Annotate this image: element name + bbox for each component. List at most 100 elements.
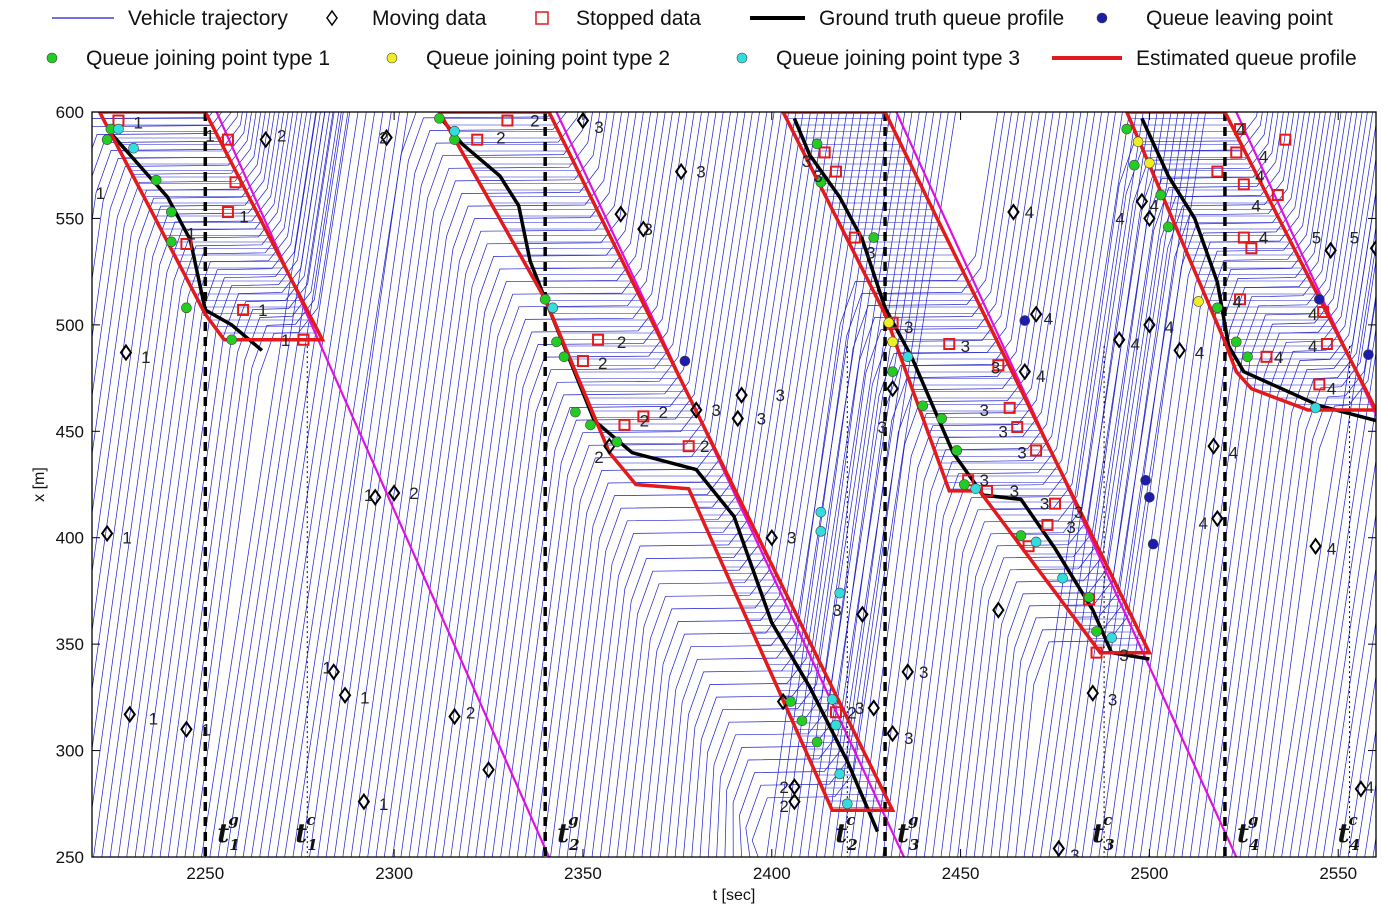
queue-joining-type3-point	[1310, 402, 1321, 414]
signal-time-mark: tc 1	[295, 811, 317, 854]
vehicle-trajectory	[92, 112, 262, 458]
vehicle-trajectory	[633, 112, 848, 857]
legend-circle-symbol	[46, 52, 58, 64]
time-mark-superscript: g	[228, 811, 239, 829]
vehicle-trajectory	[359, 112, 608, 857]
stopped-data-point	[1049, 497, 1061, 510]
queue-joining-type1-point	[611, 436, 623, 448]
signal-time-mark: tc 3	[1092, 811, 1114, 854]
vehicle-trajectory	[92, 112, 213, 119]
shockwave-line	[555, 112, 905, 857]
vehicle-trajectory	[0, 69, 7, 857]
stopped-data-point	[848, 231, 861, 244]
vehicle-trajectory	[184, 112, 344, 857]
cycle-label: 2	[658, 403, 667, 422]
cycle-label: 4	[1308, 305, 1317, 324]
moving-data-point	[180, 720, 193, 739]
cycle-label: 4	[1044, 309, 1053, 328]
moving-data-point	[1086, 684, 1099, 702]
shockwave-line	[215, 112, 550, 857]
vehicle-trajectory	[1048, 112, 1274, 857]
vehicle-trajectory	[832, 112, 1054, 857]
y-tick-label: 450	[56, 422, 84, 441]
cycle-label: 2	[779, 778, 788, 797]
vehicle-trajectory	[317, 112, 567, 857]
stopped-data-point	[1320, 338, 1333, 351]
vehicle-trajectory	[159, 112, 330, 857]
vehicle-trajectory	[1206, 112, 1373, 857]
queue-joining-type2-point	[887, 336, 898, 348]
cycle-label: 3	[979, 401, 988, 420]
vehicle-trajectory	[167, 112, 335, 857]
stopped-data-point	[1279, 133, 1292, 146]
vehicle-trajectory	[649, 112, 862, 857]
queue-joining-type1-point	[166, 236, 177, 248]
vehicle-trajectory	[907, 112, 1116, 857]
cycle-label: 3	[991, 358, 1000, 377]
vehicle-trajectory	[242, 112, 359, 857]
legend-label: Moving data	[372, 7, 487, 30]
moving-data-point	[1029, 305, 1043, 323]
signal-time-mark: tg 3	[897, 811, 919, 854]
y-tick-label: 500	[56, 316, 84, 335]
cycle-label: 2	[847, 703, 856, 722]
time-mark-subscript: 3	[909, 836, 919, 854]
vehicle-trajectory	[442, 112, 681, 857]
vehicle-trajectory	[1073, 112, 1290, 857]
vehicle-trajectory	[1272, 188, 1376, 857]
stopped-data-point	[471, 133, 484, 146]
moving-data-point	[1324, 241, 1337, 260]
estimated-queue-polygon	[437, 112, 896, 812]
vehicle-trajectory	[1331, 565, 1376, 857]
vehicle-trajectory	[1056, 112, 1279, 857]
vehicle-trajectory	[92, 112, 223, 127]
moving-data-point	[886, 724, 899, 743]
moving-data-point	[1309, 537, 1322, 555]
queue-joining-type3-point	[834, 768, 846, 780]
vehicle-trajectory	[683, 112, 891, 857]
stopped-data-point	[1234, 123, 1247, 136]
queue-joining-type3-point	[815, 506, 827, 518]
vehicle-trajectory	[1381, 69, 1388, 857]
vehicle-trajectory	[940, 112, 1144, 857]
vehicle-trajectory	[92, 112, 243, 224]
vehicle-trajectory	[0, 69, 16, 857]
vehicle-trajectory	[799, 112, 1026, 857]
stopped-data-point	[1237, 178, 1250, 191]
signal-time-mark: tg 4	[1237, 811, 1259, 854]
legend: Vehicle trajectory Moving data Stopped dat…	[46, 7, 1357, 70]
estimated-queue-polygon	[97, 112, 326, 342]
vehicle-trajectory	[334, 112, 586, 857]
vehicle-trajectory	[1239, 224, 1376, 857]
legend-label: Queue joining point type 3	[776, 47, 1020, 70]
queue-joining-type1-point	[1212, 302, 1223, 314]
vehicle-trajectory	[1306, 404, 1376, 857]
cycle-label: 4	[1327, 380, 1336, 399]
vehicle-trajectory	[367, 112, 615, 857]
plot-frame	[91, 111, 1377, 858]
cycle-label: 2	[530, 112, 539, 131]
time-mark-subscript: 4	[1350, 836, 1360, 854]
vehicle-trajectory	[1123, 112, 1321, 857]
vehicle-trajectory	[467, 112, 702, 857]
moving-data-point	[856, 605, 869, 624]
moving-data-point	[765, 528, 778, 547]
cycle-label: 1	[364, 486, 373, 505]
queue-joining-type1-point	[1162, 221, 1174, 233]
cycle-label: 3	[904, 729, 913, 748]
vehicle-trajectory	[201, 112, 317, 857]
moving-data-point	[637, 220, 650, 238]
cycle-label: 1	[122, 529, 131, 548]
cycle-label: 4	[1259, 148, 1268, 167]
cycle-label: 4	[1259, 229, 1268, 248]
queue-joining-type1-point	[811, 138, 823, 150]
moving-data-point	[448, 707, 461, 726]
moving-data-point	[482, 761, 495, 779]
queue-joining-type3-point	[1030, 536, 1042, 548]
cycle-label: 3	[1017, 444, 1026, 463]
queue-joining-type1-point	[1129, 159, 1140, 171]
vehicle-trajectory	[1314, 457, 1376, 857]
vehicle-trajectory	[433, 112, 673, 857]
time-mark-subscript: 3	[1104, 836, 1114, 854]
vehicle-trajectory	[0, 69, 74, 857]
